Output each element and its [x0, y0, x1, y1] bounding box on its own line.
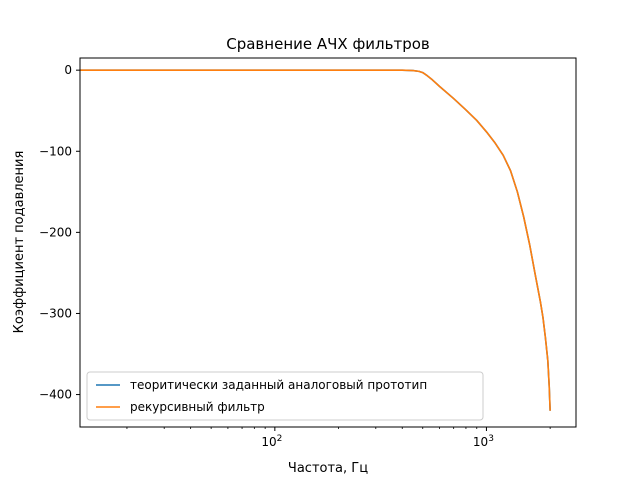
- legend: теоритически заданный аналоговый прототи…: [86, 371, 484, 421]
- legend-label-2: рекурсивный фильтр: [130, 400, 265, 414]
- plot-area: 0 −100 −200 −300 −400 102 103: [39, 57, 577, 449]
- y-tick-label: 0: [64, 63, 72, 77]
- x-tick-label: 103: [473, 434, 494, 449]
- chart-title: Сравнение АЧХ фильтров: [226, 35, 429, 53]
- series-line-2: [80, 69, 551, 411]
- legend-box: [86, 371, 484, 421]
- x-tick-label: 102: [261, 434, 282, 449]
- y-axis-label: Коэффициент подавления: [12, 151, 27, 334]
- x-axis-label: Частота, Гц: [288, 461, 368, 476]
- y-tick-label: −400: [39, 388, 72, 402]
- y-tick-label: −300: [39, 306, 72, 320]
- axes-frame: [79, 57, 577, 428]
- y-tick-label: −200: [39, 225, 72, 239]
- legend-label-1: теоритически заданный аналоговый прототи…: [130, 378, 427, 392]
- y-tick-label: −100: [39, 144, 72, 158]
